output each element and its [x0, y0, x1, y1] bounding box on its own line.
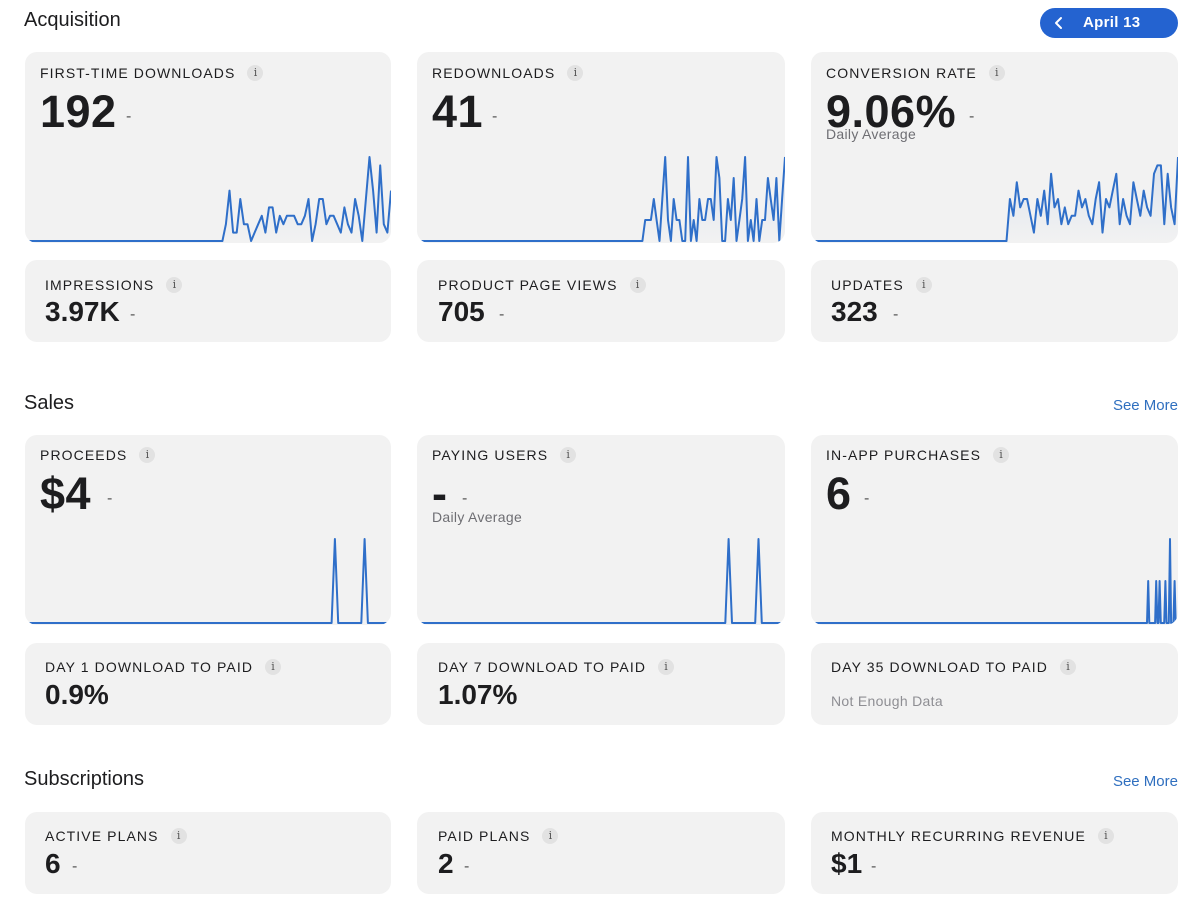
metric-change: -	[464, 858, 470, 875]
info-icon[interactable]: i	[170, 828, 187, 844]
info-icon[interactable]: i	[560, 447, 577, 463]
sparkline-area	[417, 157, 785, 243]
metric-change: -	[126, 108, 132, 125]
sparkline-line	[417, 538, 785, 624]
card-first-time-downloads[interactable]: FIRST-TIME DOWNLOADS i 192 -	[25, 52, 391, 243]
card-redownloads[interactable]: REDOWNLOADS i 41 -	[417, 52, 785, 243]
metric-label: REDOWNLOADS i	[432, 65, 584, 81]
section-title-acquisition: Acquisition	[24, 9, 121, 31]
info-icon[interactable]: i	[166, 277, 183, 293]
metric-change: -	[864, 490, 870, 507]
card-in-app-purchases[interactable]: IN-APP PURCHASES i 6 -	[811, 435, 1178, 625]
metric-value: 705	[438, 296, 485, 327]
sparkline-area	[811, 157, 1178, 243]
metric-value: 1.07%	[438, 679, 518, 710]
metric-label: PROCEEDS i	[40, 447, 156, 463]
card-updates[interactable]: UPDATES i 323 -	[811, 260, 1178, 342]
metric-value: 41	[432, 86, 484, 137]
card-impressions[interactable]: IMPRESSIONS i 3.97K -	[25, 260, 391, 342]
metric-change: -	[107, 490, 113, 507]
sparkline-chart	[25, 538, 391, 624]
metric-change: -	[499, 306, 505, 323]
card-active-plans[interactable]: ACTIVE PLANS i 6 -	[25, 812, 391, 894]
metric-subtitle: Daily Average	[432, 509, 523, 525]
info-icon[interactable]: i	[247, 65, 264, 81]
metric-label: PAID PLANS i	[438, 828, 559, 844]
section-title-sales: Sales	[24, 392, 75, 414]
metric-change: -	[462, 490, 468, 507]
metric-value: 6	[826, 468, 852, 519]
metric-label: UPDATES i	[831, 277, 932, 293]
metric-label: IN-APP PURCHASES i	[826, 447, 1010, 463]
metric-value: 3.97K	[45, 296, 120, 327]
subscriptions-see-more-link[interactable]: See More	[1112, 773, 1178, 790]
card-paying-users[interactable]: PAYING USERS i - - Daily Average	[417, 435, 785, 625]
sparkline-chart	[811, 156, 1178, 243]
info-icon[interactable]: i	[988, 65, 1005, 81]
sparkline-line	[25, 538, 391, 624]
date-selector-button[interactable]: April 13	[1040, 8, 1178, 38]
info-icon[interactable]: i	[1097, 828, 1114, 844]
sparkline-chart	[417, 156, 785, 243]
metric-value: 0.9%	[45, 679, 109, 710]
metric-value: 9.06%	[826, 86, 957, 137]
date-label: April 13	[1083, 14, 1141, 31]
sparkline-line	[25, 156, 391, 242]
info-icon[interactable]: i	[658, 659, 675, 675]
metric-label: MONTHLY RECURRING REVENUE i	[831, 828, 1114, 844]
metric-change: -	[72, 858, 78, 875]
info-icon[interactable]: i	[567, 65, 584, 81]
sparkline-line	[417, 156, 785, 242]
metric-value: $1	[831, 848, 863, 879]
sparkline-chart	[811, 538, 1178, 624]
metric-value: -	[432, 468, 448, 519]
card-day7-download-to-paid[interactable]: DAY 7 DOWNLOAD TO PAID i 1.07%	[417, 643, 785, 725]
metric-change: -	[893, 306, 899, 323]
metric-change: -	[871, 858, 877, 875]
metric-label: DAY 7 DOWNLOAD TO PAID i	[438, 659, 675, 675]
metric-label: FIRST-TIME DOWNLOADS i	[40, 65, 264, 81]
card-proceeds[interactable]: PROCEEDS i $4 -	[25, 435, 391, 625]
sparkline-line	[811, 538, 1178, 624]
metric-value: 192	[40, 86, 117, 137]
sparkline-area	[25, 157, 391, 243]
metric-change: -	[492, 108, 498, 125]
not-enough-data-text: Not Enough Data	[831, 693, 943, 709]
sales-see-more-link[interactable]: See More	[1112, 397, 1178, 414]
card-paid-plans[interactable]: PAID PLANS i 2 -	[417, 812, 785, 894]
section-title-subscriptions: Subscriptions	[24, 768, 145, 790]
sparkline-chart	[25, 156, 391, 243]
info-icon[interactable]: i	[265, 659, 282, 675]
metric-subtitle: Daily Average	[826, 126, 917, 142]
sparkline-chart	[417, 538, 785, 624]
info-icon[interactable]: i	[915, 277, 932, 293]
metric-label: DAY 35 DOWNLOAD TO PAID i	[831, 659, 1076, 675]
info-icon[interactable]: i	[542, 828, 559, 844]
chevron-left-icon[interactable]	[1052, 15, 1066, 31]
metric-label: IMPRESSIONS i	[45, 277, 183, 293]
info-icon[interactable]: i	[139, 447, 156, 463]
info-icon[interactable]: i	[993, 447, 1010, 463]
metric-change: -	[130, 306, 136, 323]
metric-label: CONVERSION RATE i	[826, 65, 1005, 81]
card-conversion-rate[interactable]: CONVERSION RATE i 9.06% - Daily Average	[811, 52, 1178, 243]
card-day1-download-to-paid[interactable]: DAY 1 DOWNLOAD TO PAID i 0.9%	[25, 643, 391, 725]
card-product-page-views[interactable]: PRODUCT PAGE VIEWS i 705 -	[417, 260, 785, 342]
metric-value: 2	[438, 848, 454, 879]
metric-label: DAY 1 DOWNLOAD TO PAID i	[45, 659, 282, 675]
card-day35-download-to-paid[interactable]: DAY 35 DOWNLOAD TO PAID i Not Enough Data	[811, 643, 1178, 725]
metric-value: $4	[40, 468, 92, 519]
metric-value: 323	[831, 296, 878, 327]
info-icon[interactable]: i	[629, 277, 646, 293]
metric-change: -	[969, 108, 975, 125]
sparkline-line	[811, 156, 1178, 242]
card-monthly-recurring-revenue[interactable]: MONTHLY RECURRING REVENUE i $1 -	[811, 812, 1178, 894]
metric-value: 6	[45, 848, 61, 879]
metric-label: ACTIVE PLANS i	[45, 828, 187, 844]
metric-label: PAYING USERS i	[432, 447, 577, 463]
metric-label: PRODUCT PAGE VIEWS i	[438, 277, 646, 293]
info-icon[interactable]: i	[1059, 659, 1076, 675]
